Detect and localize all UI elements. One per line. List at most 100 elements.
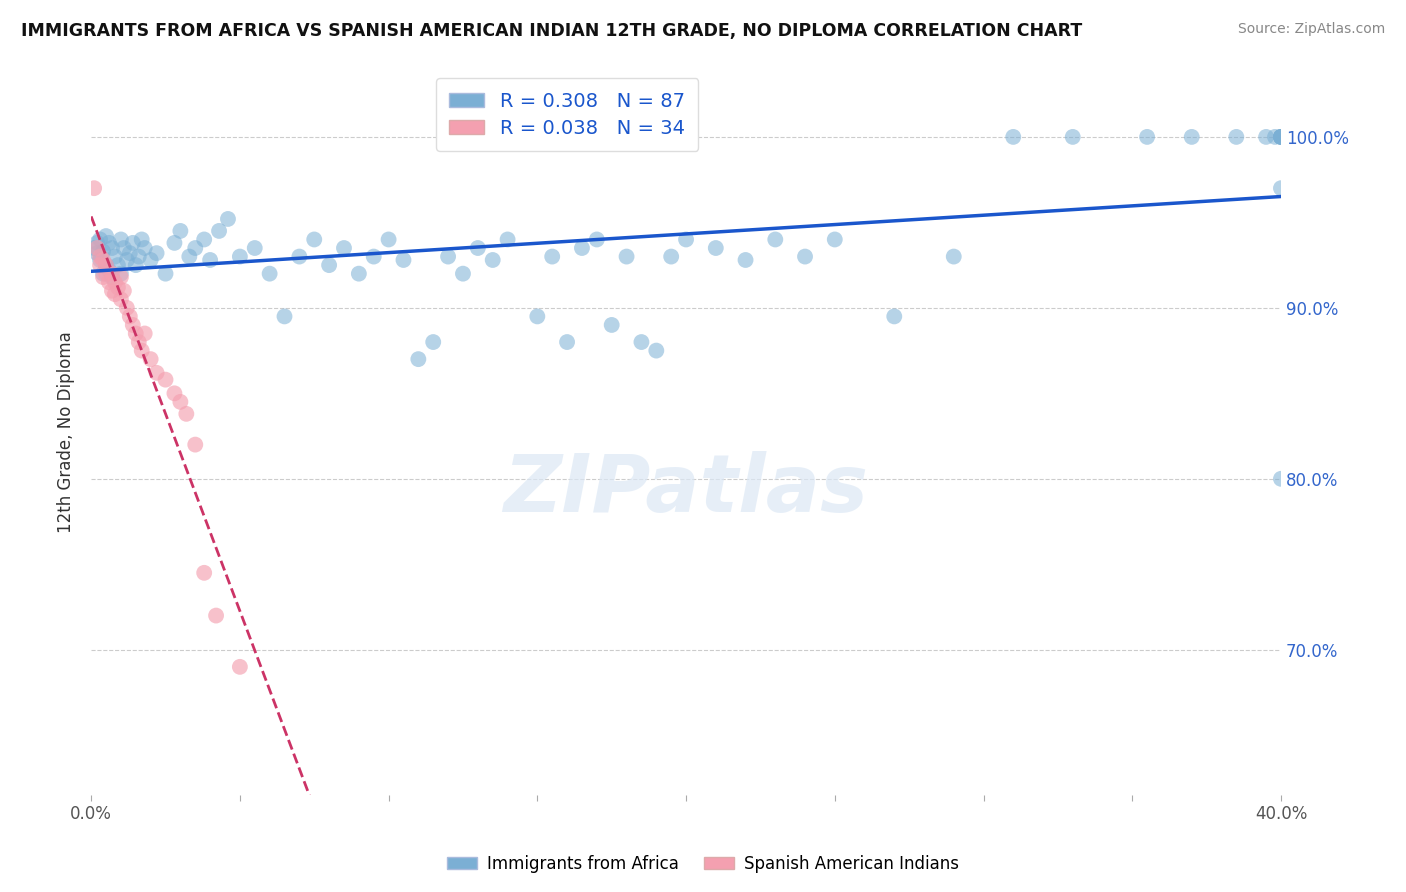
Point	[104, 275, 127, 289]
Point	[121, 235, 143, 250]
Text: Source: ZipAtlas.com: Source: ZipAtlas.com	[1237, 22, 1385, 37]
Point	[163, 235, 186, 250]
Point	[83, 241, 105, 255]
Point	[89, 252, 111, 267]
Point	[1270, 181, 1292, 195]
Point	[1270, 129, 1292, 144]
Point	[422, 334, 444, 349]
Point	[1270, 129, 1292, 144]
Point	[198, 252, 221, 267]
Text: IMMIGRANTS FROM AFRICA VS SPANISH AMERICAN INDIAN 12TH GRADE, NO DIPLOMA CORRELA: IMMIGRANTS FROM AFRICA VS SPANISH AMERIC…	[21, 22, 1083, 40]
Point	[115, 301, 138, 315]
Point	[155, 267, 177, 281]
Point	[104, 250, 127, 264]
Point	[131, 343, 153, 358]
Point	[139, 252, 162, 267]
Point	[1270, 472, 1292, 486]
Point	[942, 250, 965, 264]
Point	[704, 241, 727, 255]
Point	[98, 275, 121, 289]
Point	[89, 232, 111, 246]
Point	[763, 232, 786, 246]
Point	[128, 334, 150, 349]
Point	[125, 326, 148, 341]
Point	[163, 386, 186, 401]
Point	[94, 258, 117, 272]
Point	[229, 250, 252, 264]
Point	[98, 235, 121, 250]
Point	[179, 250, 201, 264]
Point	[585, 232, 607, 246]
Point	[408, 352, 430, 367]
Point	[555, 334, 578, 349]
Point	[107, 280, 129, 294]
Point	[94, 229, 117, 244]
Point	[205, 608, 228, 623]
Point	[392, 252, 415, 267]
Point	[169, 395, 191, 409]
Point	[176, 407, 198, 421]
Point	[675, 232, 697, 246]
Point	[91, 267, 114, 281]
Point	[288, 250, 311, 264]
Point	[824, 232, 846, 246]
Point	[1264, 129, 1286, 144]
Point	[101, 284, 124, 298]
Point	[83, 181, 105, 195]
Point	[883, 310, 905, 324]
Point	[107, 258, 129, 272]
Point	[91, 270, 114, 285]
Point	[98, 263, 121, 277]
Legend: Immigrants from Africa, Spanish American Indians: Immigrants from Africa, Spanish American…	[440, 848, 966, 880]
Point	[302, 232, 325, 246]
Point	[318, 258, 340, 272]
Point	[571, 241, 593, 255]
Text: ZIPatlas: ZIPatlas	[503, 451, 869, 529]
Point	[89, 258, 111, 272]
Point	[363, 250, 385, 264]
Point	[794, 250, 817, 264]
Point	[1270, 129, 1292, 144]
Point	[208, 224, 231, 238]
Point	[86, 241, 108, 255]
Point	[616, 250, 638, 264]
Point	[734, 252, 756, 267]
Point	[110, 270, 132, 285]
Point	[526, 310, 548, 324]
Point	[145, 366, 167, 380]
Point	[118, 310, 141, 324]
Point	[467, 241, 489, 255]
Point	[600, 318, 623, 332]
Point	[101, 270, 124, 285]
Point	[1181, 129, 1204, 144]
Point	[112, 241, 135, 255]
Point	[110, 293, 132, 307]
Point	[630, 334, 652, 349]
Point	[104, 287, 127, 301]
Point	[377, 232, 399, 246]
Point	[1270, 129, 1292, 144]
Point	[139, 352, 162, 367]
Point	[134, 241, 156, 255]
Point	[259, 267, 281, 281]
Point	[86, 246, 108, 260]
Point	[115, 252, 138, 267]
Point	[333, 241, 356, 255]
Point	[184, 241, 207, 255]
Point	[89, 250, 111, 264]
Point	[193, 232, 215, 246]
Legend: R = 0.308   N = 87, R = 0.038   N = 34: R = 0.308 N = 87, R = 0.038 N = 34	[436, 78, 699, 152]
Point	[131, 232, 153, 246]
Point	[112, 284, 135, 298]
Point	[193, 566, 215, 580]
Point	[101, 241, 124, 255]
Point	[1136, 129, 1159, 144]
Point	[184, 437, 207, 451]
Point	[451, 267, 474, 281]
Point	[243, 241, 266, 255]
Point	[94, 267, 117, 281]
Point	[1062, 129, 1084, 144]
Point	[481, 252, 503, 267]
Point	[1002, 129, 1025, 144]
Point	[347, 267, 370, 281]
